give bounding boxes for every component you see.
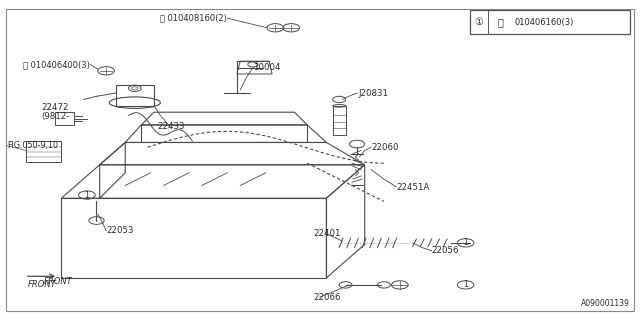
Text: 22056: 22056 — [432, 246, 460, 255]
Text: 10004: 10004 — [253, 63, 280, 72]
Text: 010406160(3): 010406160(3) — [515, 18, 574, 27]
Text: 22433: 22433 — [157, 122, 185, 131]
Text: (9812-: (9812- — [41, 113, 69, 122]
Text: 22451A: 22451A — [397, 183, 430, 192]
Text: Ⓑ 010408160(2): Ⓑ 010408160(2) — [161, 14, 227, 23]
Text: 1: 1 — [463, 238, 468, 247]
Text: FRONT: FRONT — [44, 277, 73, 286]
Bar — [470, 10, 630, 34]
Text: FRONT: FRONT — [28, 280, 56, 289]
Text: Ⓑ: Ⓑ — [498, 17, 504, 27]
Text: ①: ① — [475, 17, 483, 27]
Text: 1: 1 — [463, 280, 468, 289]
Text: Ⓑ 010406400(3): Ⓑ 010406400(3) — [23, 60, 90, 69]
Text: 22053: 22053 — [106, 226, 134, 235]
Text: FIG.050-9,10: FIG.050-9,10 — [7, 141, 58, 150]
Text: 1: 1 — [84, 190, 90, 200]
Text: 22472: 22472 — [41, 103, 68, 112]
Text: J20831: J20831 — [358, 89, 388, 98]
Text: 22060: 22060 — [371, 143, 399, 152]
Text: 22066: 22066 — [314, 292, 341, 301]
Text: 22401: 22401 — [314, 229, 341, 238]
Text: A090001139: A090001139 — [581, 299, 630, 308]
